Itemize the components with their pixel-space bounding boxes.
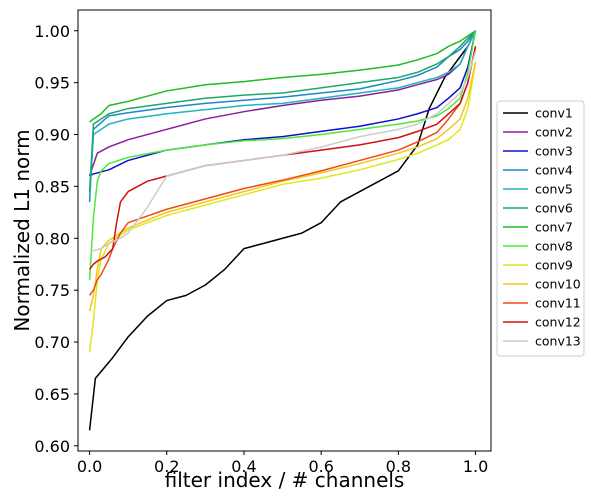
legend-label-conv5: conv5 [535, 182, 573, 197]
x-tick-label: 0.0 [77, 457, 102, 476]
series-line-conv12 [88, 46, 477, 270]
x-tick-label: 0.8 [386, 457, 411, 476]
legend-label-conv6: conv6 [535, 201, 573, 216]
y-tick-label: 0.85 [34, 177, 70, 196]
legend-label-conv13: conv13 [535, 334, 581, 349]
y-axis-ticks: 0.60 0.65 0.70 0.75 0.80 0.85 0.90 0.95 1.00 [34, 22, 78, 456]
legend-label-conv4: conv4 [535, 163, 573, 178]
legend-label-conv2: conv2 [535, 125, 573, 140]
x-axis-label: filter index / # channels [165, 468, 405, 492]
y-tick-label: 0.90 [34, 126, 70, 145]
series-line-conv3 [89, 30, 477, 177]
x-tick-label: 0.4 [231, 457, 256, 476]
legend-label-conv3: conv3 [535, 144, 573, 159]
y-tick-label: 0.95 [34, 74, 70, 93]
legend-label-conv12: conv12 [535, 315, 581, 330]
legend-label-conv1: conv1 [535, 106, 573, 121]
legend-box [496, 100, 585, 357]
legend-label-conv11: conv11 [535, 296, 581, 311]
series-line-conv10 [88, 61, 477, 312]
series-line-conv6 [88, 30, 477, 192]
plot-frame [77, 9, 492, 452]
series-line-conv4 [88, 30, 477, 202]
x-axis-ticks: 0.0 0.2 0.4 0.6 0.8 1.0 [77, 451, 488, 476]
series-line-conv8 [88, 30, 477, 280]
legend-label-conv9: conv9 [535, 258, 573, 273]
y-tick-label: 0.60 [34, 437, 70, 456]
legend-label-conv8: conv8 [535, 239, 573, 254]
x-tick-label: 0.6 [308, 457, 333, 476]
legend-label-conv10: conv10 [535, 277, 581, 292]
legend-label-conv7: conv7 [535, 220, 573, 235]
x-tick-label: 1.0 [463, 457, 488, 476]
y-axis-label: Normalized L1 norm [10, 129, 34, 331]
y-tick-label: 0.65 [34, 385, 70, 404]
y-tick-label: 0.75 [34, 281, 70, 300]
y-tick-label: 1.00 [34, 22, 70, 41]
series-line-conv7 [89, 30, 476, 123]
y-tick-label: 0.70 [34, 333, 70, 352]
series-line-conv2 [88, 30, 477, 177]
x-tick-label: 0.2 [154, 457, 179, 476]
legend: conv1 conv2 conv3 conv4 conv5 conv6 conv7 conv8… [496, 100, 585, 357]
series-line-conv5 [88, 30, 477, 197]
series-line-conv11 [88, 46, 477, 296]
y-tick-label: 0.80 [34, 229, 70, 248]
series-line-conv13 [89, 51, 477, 255]
plot-lines [88, 30, 477, 431]
series-line-conv1 [88, 30, 477, 431]
